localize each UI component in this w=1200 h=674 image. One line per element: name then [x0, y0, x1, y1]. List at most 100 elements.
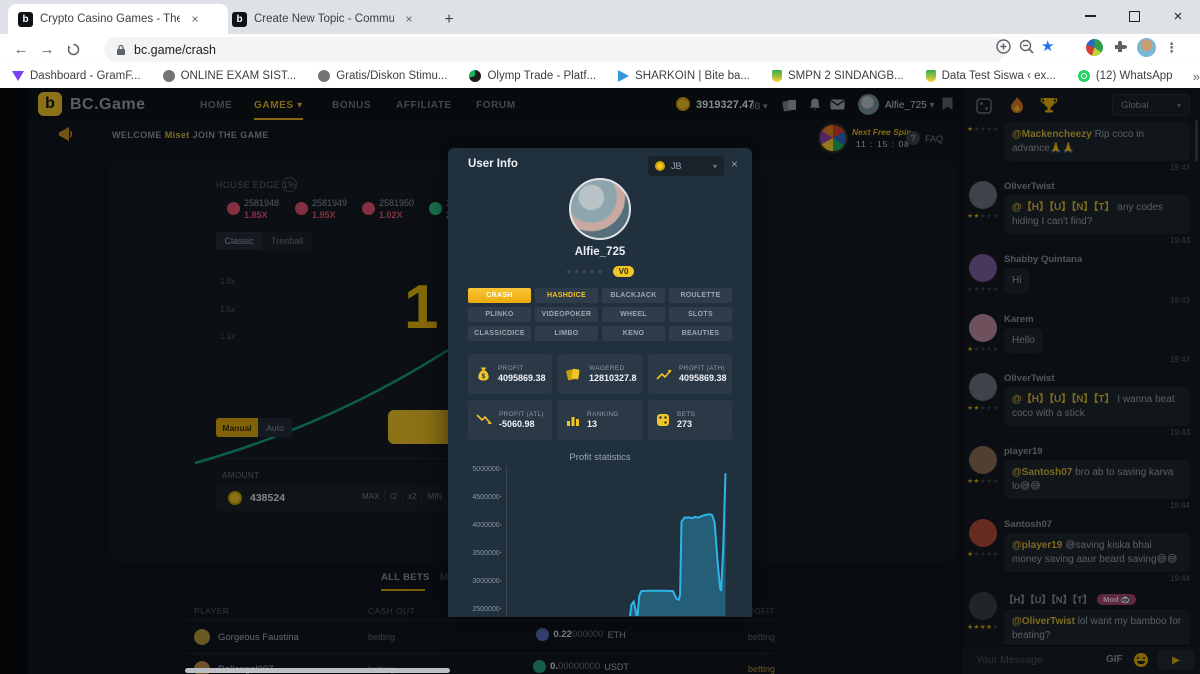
bookmark-item-data-test-siswa[interactable]: Data Test Siswa ‹ ex...: [925, 70, 1056, 82]
avatar[interactable]: [969, 592, 997, 620]
zoom-in-icon[interactable]: [995, 38, 1012, 55]
user-avatar[interactable]: [858, 94, 879, 115]
site-logo-text[interactable]: BC.Game: [70, 96, 146, 113]
game-tab-blackjack[interactable]: BLACKJACK: [602, 288, 665, 303]
game-tab-videopoker[interactable]: VIDEOPOKER: [535, 307, 598, 322]
player-name[interactable]: Gorgeous Faustina: [218, 632, 299, 643]
bookmarks-overflow-icon[interactable]: »: [1192, 68, 1200, 84]
round-number[interactable]: 2581948: [244, 198, 280, 208]
bookmark-star-icon[interactable]: ★: [1041, 38, 1055, 55]
chat-fire-icon[interactable]: [1008, 96, 1026, 115]
minimize-button[interactable]: [1068, 0, 1112, 32]
reload-button[interactable]: [60, 36, 86, 62]
avatar[interactable]: [969, 181, 997, 209]
username[interactable]: OliverTwist: [1004, 373, 1055, 384]
bell-icon[interactable]: [808, 97, 822, 112]
tab-all-bets[interactable]: ALL BETS: [381, 572, 430, 583]
faq-icon[interactable]: ?: [906, 131, 920, 145]
search-lens-icon[interactable]: [1018, 38, 1035, 55]
mention[interactable]: @【H】【U】【N】【T】: [1012, 202, 1115, 213]
maximize-button[interactable]: [1112, 0, 1156, 32]
nav-forum[interactable]: FORUM: [476, 100, 516, 111]
username[interactable]: OliverTwist: [1004, 181, 1055, 192]
gif-button[interactable]: GIF: [1106, 654, 1123, 665]
avatar[interactable]: [969, 519, 997, 547]
modal-currency-selector[interactable]: JB ▾: [648, 156, 724, 176]
avatar[interactable]: [969, 254, 997, 282]
nav-affiliate[interactable]: AFFILIATE: [396, 100, 452, 111]
username[interactable]: player19: [1004, 446, 1043, 457]
game-tab-beauties[interactable]: BEAUTIES: [669, 326, 732, 341]
tab-create-new-topic[interactable]: b Create New Topic - Community c ×: [222, 4, 437, 34]
bet-tab-auto[interactable]: Auto: [258, 418, 292, 437]
username[interactable]: Karem: [1004, 313, 1034, 325]
nav-games[interactable]: GAMES ▾: [254, 100, 303, 120]
avatar[interactable]: [969, 313, 997, 342]
new-tab-button[interactable]: +: [444, 11, 454, 28]
chat-region-selector[interactable]: Global ▾: [1112, 94, 1190, 116]
bookmark-item-olymp-trade[interactable]: Olymp Trade - Platf...: [469, 70, 596, 82]
mention[interactable]: @OliverTwist: [1012, 616, 1075, 627]
faq-label[interactable]: FAQ: [925, 134, 944, 144]
message-input[interactable]: Your Message: [976, 654, 1043, 666]
double-button[interactable]: x2: [408, 492, 417, 502]
amount-value[interactable]: 438524: [250, 492, 286, 504]
round-number[interactable]: 2581950: [379, 198, 415, 208]
info-icon[interactable]: ?: [282, 177, 297, 192]
close-tab-icon[interactable]: ×: [405, 12, 413, 26]
game-tab-hashdice[interactable]: HASHDICE: [535, 288, 598, 303]
half-button[interactable]: /2: [390, 492, 398, 502]
game-tab-classicdice[interactable]: CLASSICDICE: [468, 326, 531, 341]
username[interactable]: Santosh07: [1004, 519, 1053, 530]
mail-icon[interactable]: [830, 99, 845, 110]
game-tab-limbo[interactable]: LIMBO: [535, 326, 598, 341]
bookmark-item-whatsapp[interactable]: (12) WhatsApp: [1077, 70, 1173, 82]
close-tab-icon[interactable]: ×: [191, 12, 199, 26]
bet-tab-manual[interactable]: Manual: [216, 418, 258, 437]
game-tab-keno[interactable]: KENO: [602, 326, 665, 341]
game-tab-roulette[interactable]: ROULETTE: [669, 288, 732, 303]
page-hscrollbar[interactable]: [185, 668, 450, 673]
emoji-icon[interactable]: [1134, 653, 1148, 667]
mention[interactable]: @Santosh07: [1012, 467, 1073, 478]
username[interactable]: Shabby Quintana: [1004, 254, 1083, 265]
avatar[interactable]: [969, 446, 997, 474]
bookmark-item-gratis-diskon[interactable]: Gratis/Diskon Stimu...: [318, 70, 447, 82]
chat-dice-icon[interactable]: [975, 97, 993, 115]
send-button[interactable]: ▶: [1158, 650, 1194, 670]
bookmark-item-smpn2[interactable]: SMPN 2 SINDANGB...: [771, 70, 904, 82]
round-number[interactable]: 2581949: [312, 198, 348, 208]
address-bar[interactable]: bc.game/crash: [104, 37, 1006, 62]
game-tab-slots[interactable]: SLOTS: [669, 307, 732, 322]
mention[interactable]: @Mackencheezy: [1012, 129, 1092, 140]
avatar[interactable]: [969, 373, 997, 401]
game-tab-crash[interactable]: CRASH: [468, 288, 531, 303]
username-dropdown[interactable]: Alfie_725 ▾: [885, 100, 935, 111]
idm-extension-icon[interactable]: [1086, 39, 1103, 56]
game-tab-plinko[interactable]: PLINKO: [468, 307, 531, 322]
browser-menu-icon[interactable]: ⋮: [1165, 39, 1178, 55]
profile-avatar[interactable]: [569, 178, 631, 240]
username[interactable]: 【H】【U】【N】【T】 Mod 🐼: [1004, 592, 1190, 606]
bookmark-item-sharkoin[interactable]: SHARKOIN | Bite ba...: [618, 70, 750, 82]
chat-trophy-icon[interactable]: [1040, 97, 1058, 114]
extensions-puzzle-icon[interactable]: [1112, 40, 1128, 56]
spin-wheel-icon[interactable]: [818, 123, 848, 153]
nav-bonus[interactable]: BONUS: [332, 100, 372, 111]
mention[interactable]: @【H】【U】【N】【T】: [1012, 394, 1115, 405]
modal-close-icon[interactable]: ×: [731, 157, 739, 171]
min-button[interactable]: MIN: [427, 492, 443, 502]
chat-scrollbar[interactable]: [1195, 120, 1198, 162]
mention[interactable]: @player19: [1012, 540, 1063, 551]
close-button[interactable]: ×: [1173, 7, 1183, 25]
bookmark-item-online-exam[interactable]: ONLINE EXAM SIST...: [162, 70, 296, 82]
site-logo-icon[interactable]: b: [38, 92, 62, 116]
tab-crypto-casino[interactable]: b Crypto Casino Games - The 8 Bes ×: [8, 4, 228, 34]
forward-button[interactable]: →: [39, 40, 55, 58]
mode-tab-classic[interactable]: Classic: [216, 232, 262, 250]
mode-tab-trenball[interactable]: Trenball: [262, 232, 312, 250]
bookmark-item-gramfree[interactable]: Dashboard - GramF...: [12, 70, 141, 82]
table-row[interactable]: Gorgeous Faustina betting 0.22 000000 ETH…: [186, 622, 775, 652]
game-tab-wheel[interactable]: WHEEL: [602, 307, 665, 322]
flag-icon[interactable]: [942, 97, 953, 111]
